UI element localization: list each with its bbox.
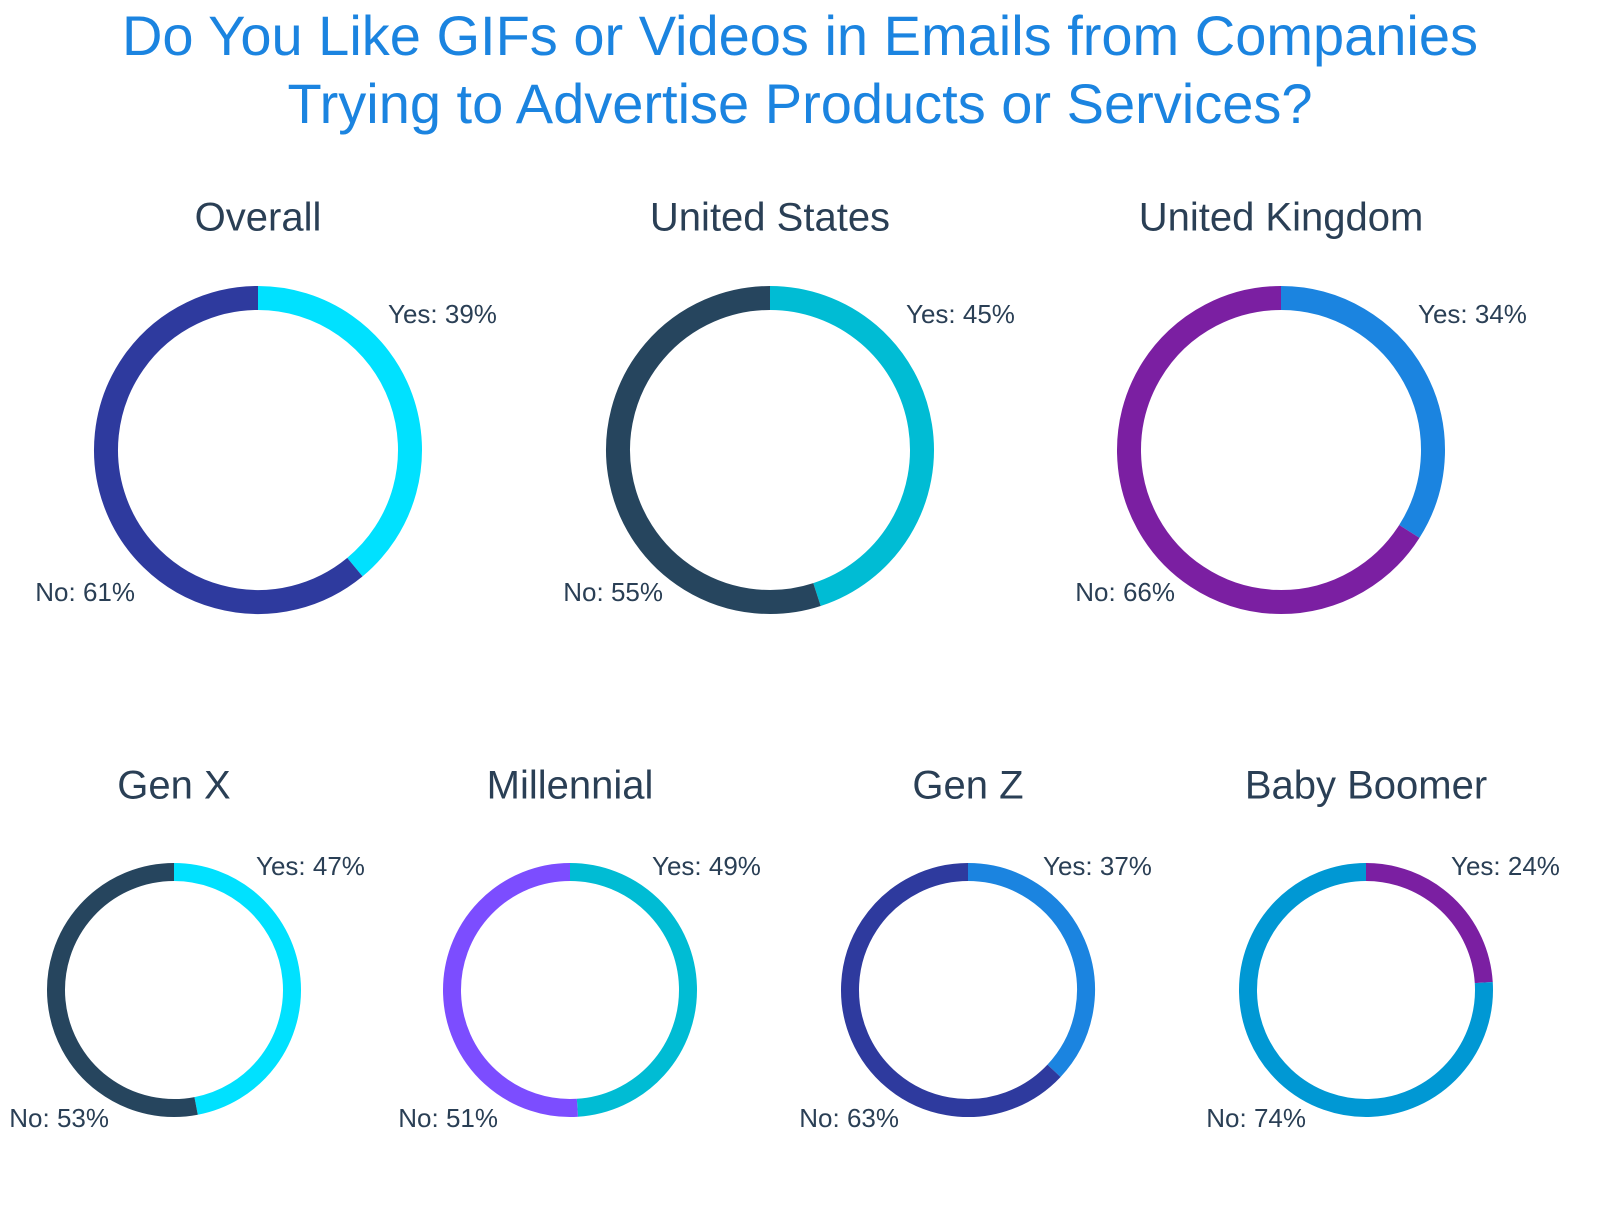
data-label: Yes: 49% <box>652 851 761 881</box>
data-label: Yes: 39% <box>388 299 497 329</box>
donut-segment <box>257 286 422 577</box>
chart-title: Overall <box>195 196 322 240</box>
data-label: No: 53% <box>9 1103 109 1133</box>
chart-title: Baby Boomer <box>1245 764 1487 808</box>
chart-title: United Kingdom <box>1139 196 1424 240</box>
donut-segment <box>769 286 934 606</box>
data-label: No: 51% <box>398 1103 498 1133</box>
donut-segment <box>443 863 578 1117</box>
main-title: Do You Like GIFs or Videos in Emails fro… <box>121 4 1479 135</box>
data-label: No: 61% <box>35 577 135 607</box>
donut-segment <box>1365 863 1493 984</box>
donut-segment <box>967 863 1095 1077</box>
donut-segment <box>1239 863 1493 1117</box>
donut-segment <box>606 286 821 614</box>
data-label: No: 66% <box>1075 577 1175 607</box>
chart-title: Gen Z <box>912 764 1023 808</box>
donut-segment <box>47 863 198 1117</box>
data-label: No: 63% <box>799 1103 899 1133</box>
donut-segment <box>1280 286 1445 538</box>
donut-segment <box>1117 286 1420 614</box>
donut-segment <box>569 863 698 1117</box>
donut-segment <box>173 863 301 1115</box>
chart-title: Gen X <box>117 764 230 808</box>
donut-segment <box>841 863 1061 1117</box>
data-label: Yes: 24% <box>1451 851 1560 881</box>
data-label: No: 74% <box>1206 1103 1306 1133</box>
data-label: Yes: 47% <box>256 851 365 881</box>
donut-segment <box>94 286 363 614</box>
chart-title: Millennial <box>487 764 654 808</box>
data-label: No: 55% <box>563 577 663 607</box>
data-label: Yes: 34% <box>1418 299 1527 329</box>
data-label: Yes: 37% <box>1043 851 1152 881</box>
data-label: Yes: 45% <box>906 299 1015 329</box>
chart-title: United States <box>650 196 890 240</box>
